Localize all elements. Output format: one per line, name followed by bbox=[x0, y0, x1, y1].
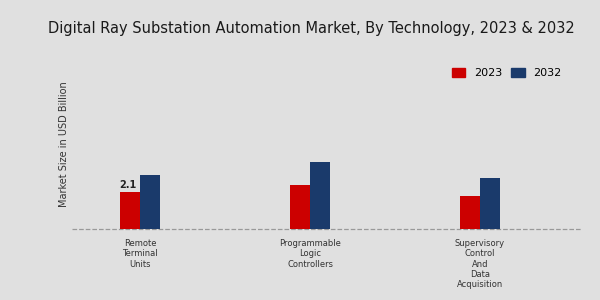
Text: 2.1: 2.1 bbox=[119, 180, 136, 190]
Bar bbox=[310, 162, 331, 229]
Bar bbox=[480, 178, 500, 229]
Y-axis label: Market Size in USD Billion: Market Size in USD Billion bbox=[59, 81, 69, 207]
Bar bbox=[140, 175, 160, 229]
Bar bbox=[460, 196, 480, 229]
Legend: 2023, 2032: 2023, 2032 bbox=[448, 63, 566, 82]
Text: Digital Ray Substation Automation Market, By Technology, 2023 & 2032: Digital Ray Substation Automation Market… bbox=[48, 21, 575, 36]
Bar bbox=[290, 185, 310, 229]
Bar bbox=[119, 192, 140, 229]
